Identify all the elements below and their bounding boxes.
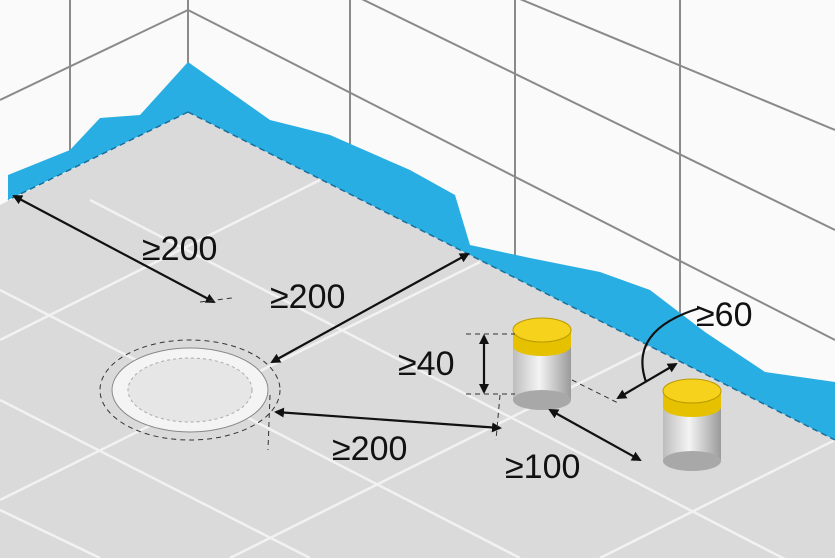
strip-edge xyxy=(7,111,189,201)
pipe xyxy=(662,378,722,471)
dimension-label: ≥60 xyxy=(696,296,752,334)
dimension-lines xyxy=(12,195,701,461)
dimension-label: ≥200 xyxy=(332,430,407,468)
dimension-label: ≥200 xyxy=(270,278,345,316)
dimension-label: ≥40 xyxy=(398,345,454,383)
drain xyxy=(99,339,281,441)
pipe xyxy=(512,317,572,410)
labels: ≥200 ≥200 ≥200 ≥40 ≥100 ≥60 xyxy=(142,230,752,486)
strip-edge xyxy=(187,111,835,441)
dimension-label: ≥200 xyxy=(142,230,217,268)
dimension-label: ≥100 xyxy=(505,448,580,486)
